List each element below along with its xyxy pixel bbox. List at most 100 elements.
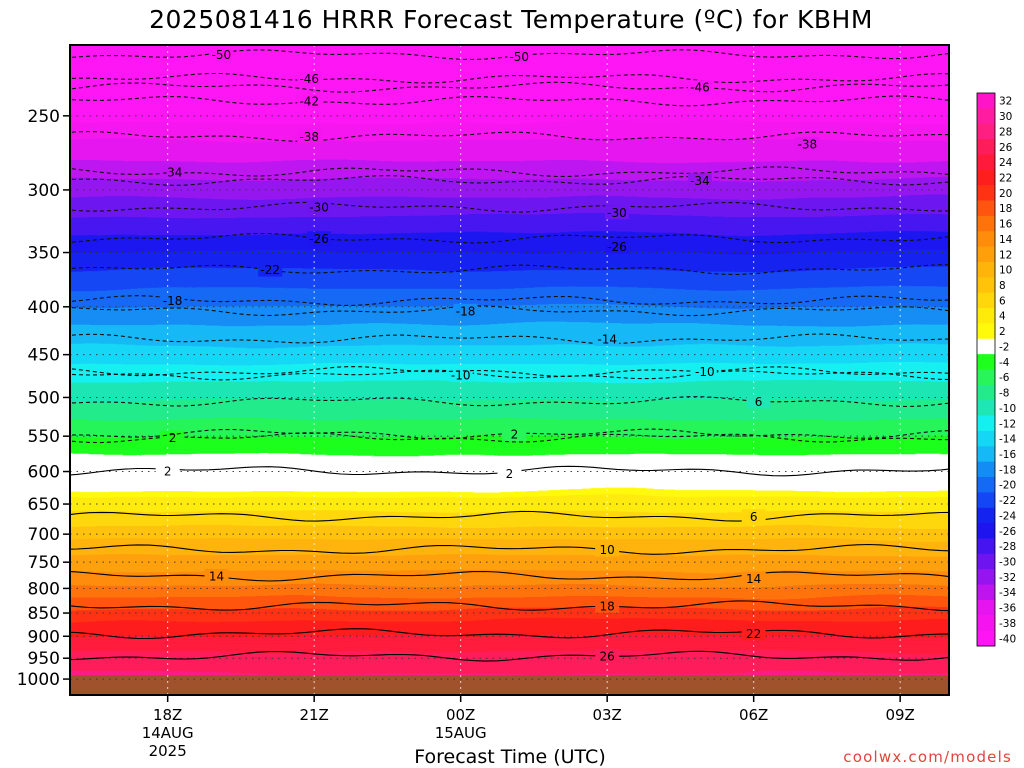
- x-tick-date: 15AUG: [435, 724, 487, 742]
- colorbar-swatch: [977, 400, 995, 416]
- temperature-band: [70, 363, 949, 368]
- temperature-band: [60, 37, 959, 41]
- temperature-band: [70, 212, 949, 217]
- temperature-band: [70, 70, 949, 75]
- temperature-band: [70, 418, 949, 423]
- temperature-band: [70, 660, 949, 665]
- below-ground-fill: [70, 674, 949, 695]
- temperature-band: [70, 672, 949, 677]
- isotherm-label: -46: [299, 72, 319, 86]
- y-tick-label: 350: [28, 244, 60, 264]
- temperature-band: [70, 315, 949, 320]
- isotherm-label: -42: [299, 94, 319, 108]
- colorbar-swatch: [977, 261, 995, 278]
- temperature-band: [70, 445, 949, 450]
- temperature-band: [70, 279, 949, 284]
- colorbar-swatch: [977, 169, 995, 186]
- temperature-band: [70, 382, 949, 386]
- temperature-band: [70, 100, 949, 105]
- temperature-band: [70, 636, 949, 641]
- temperature-band: [70, 597, 949, 601]
- temperature-band: [70, 324, 949, 329]
- temperature-band: [70, 500, 949, 504]
- x-tick-label: 09Z: [885, 706, 914, 724]
- temperature-band: [70, 88, 949, 93]
- y-tick-label: 500: [28, 388, 60, 408]
- colorbar-label: 26: [999, 142, 1013, 154]
- temperature-band: [70, 397, 949, 402]
- colorbar-swatch: [977, 139, 995, 155]
- temperature-band: [70, 124, 949, 129]
- temperature-band: [70, 533, 949, 538]
- isotherm-line: [70, 543, 949, 555]
- colorbar-label: -28: [999, 541, 1016, 553]
- temperature-band: [70, 185, 949, 190]
- temperature-band: [70, 584, 949, 589]
- isotherm-label-background: [297, 71, 322, 86]
- isotherm-label-background: [497, 466, 522, 481]
- y-tick-label: 700: [28, 525, 60, 545]
- colorbar-label: -36: [999, 603, 1016, 615]
- temperature-band: [70, 264, 949, 268]
- isotherm-label: -30: [309, 201, 329, 215]
- colorbar-swatch: [977, 415, 995, 432]
- temperature-band: [70, 630, 949, 635]
- isotherm-label: 18: [600, 599, 615, 613]
- colorbar-label: -14: [999, 434, 1016, 446]
- colorbar-label: 12: [999, 249, 1012, 261]
- colorbar-label: -10: [999, 403, 1016, 415]
- x-tick-label: 21Z: [299, 706, 328, 724]
- isotherm-label-background: [502, 426, 527, 441]
- temperature-band: [70, 488, 949, 492]
- isotherm-label: -26: [309, 232, 329, 246]
- temperature-band: [70, 173, 949, 178]
- temperature-band: [70, 239, 949, 244]
- isotherm-label: 10: [600, 543, 615, 557]
- temperature-band: [70, 94, 949, 99]
- colorbar-swatch: [977, 338, 995, 355]
- temperature-band: [70, 548, 949, 553]
- y-tick-label: 900: [28, 627, 60, 647]
- isotherm-label-background: [307, 231, 332, 246]
- temperature-band: [70, 351, 949, 356]
- temperature-band: [70, 112, 949, 117]
- colorbar-swatch: [977, 615, 995, 632]
- temperature-band: [70, 297, 949, 302]
- temperature-band: [70, 179, 949, 184]
- colorbar-label: 16: [999, 219, 1013, 231]
- isotherm-line: [70, 72, 949, 84]
- temperature-band: [70, 394, 949, 399]
- temperature-band: [70, 388, 949, 392]
- isotherm-label: -30: [607, 206, 627, 220]
- colorbar-label: -18: [999, 464, 1016, 476]
- temperature-band: [70, 530, 949, 535]
- temperature-band: [70, 439, 949, 444]
- temperature-band: [70, 376, 949, 380]
- temperature-band: [70, 300, 949, 305]
- y-tick-label: 600: [28, 463, 60, 483]
- temperature-band: [70, 478, 949, 483]
- temperature-band: [70, 454, 949, 459]
- isotherm-label-background: [507, 49, 532, 64]
- temperature-band: [70, 97, 949, 102]
- temperature-band: [70, 448, 949, 453]
- colorbar-label: 18: [999, 203, 1012, 215]
- credit-link[interactable]: coolwx.com/models: [843, 748, 1012, 766]
- colorbar-label: -20: [999, 480, 1016, 492]
- temperature-band: [70, 164, 949, 168]
- temperature-band: [70, 494, 949, 498]
- y-tick-label: 250: [28, 107, 60, 127]
- isotherm-line: [70, 81, 949, 93]
- temperature-band: [70, 451, 949, 456]
- temperature-band: [70, 152, 949, 156]
- isotherm-line: [70, 428, 949, 440]
- isotherm-label-background: [595, 542, 620, 557]
- temperature-band: [70, 627, 949, 632]
- isotherm-label: 2: [506, 467, 514, 481]
- temperature-band: [70, 176, 949, 181]
- isotherm-label-background: [209, 47, 234, 62]
- temperature-band: [70, 67, 949, 72]
- isotherm-label-background: [795, 137, 820, 152]
- y-tick-label: 950: [28, 649, 60, 669]
